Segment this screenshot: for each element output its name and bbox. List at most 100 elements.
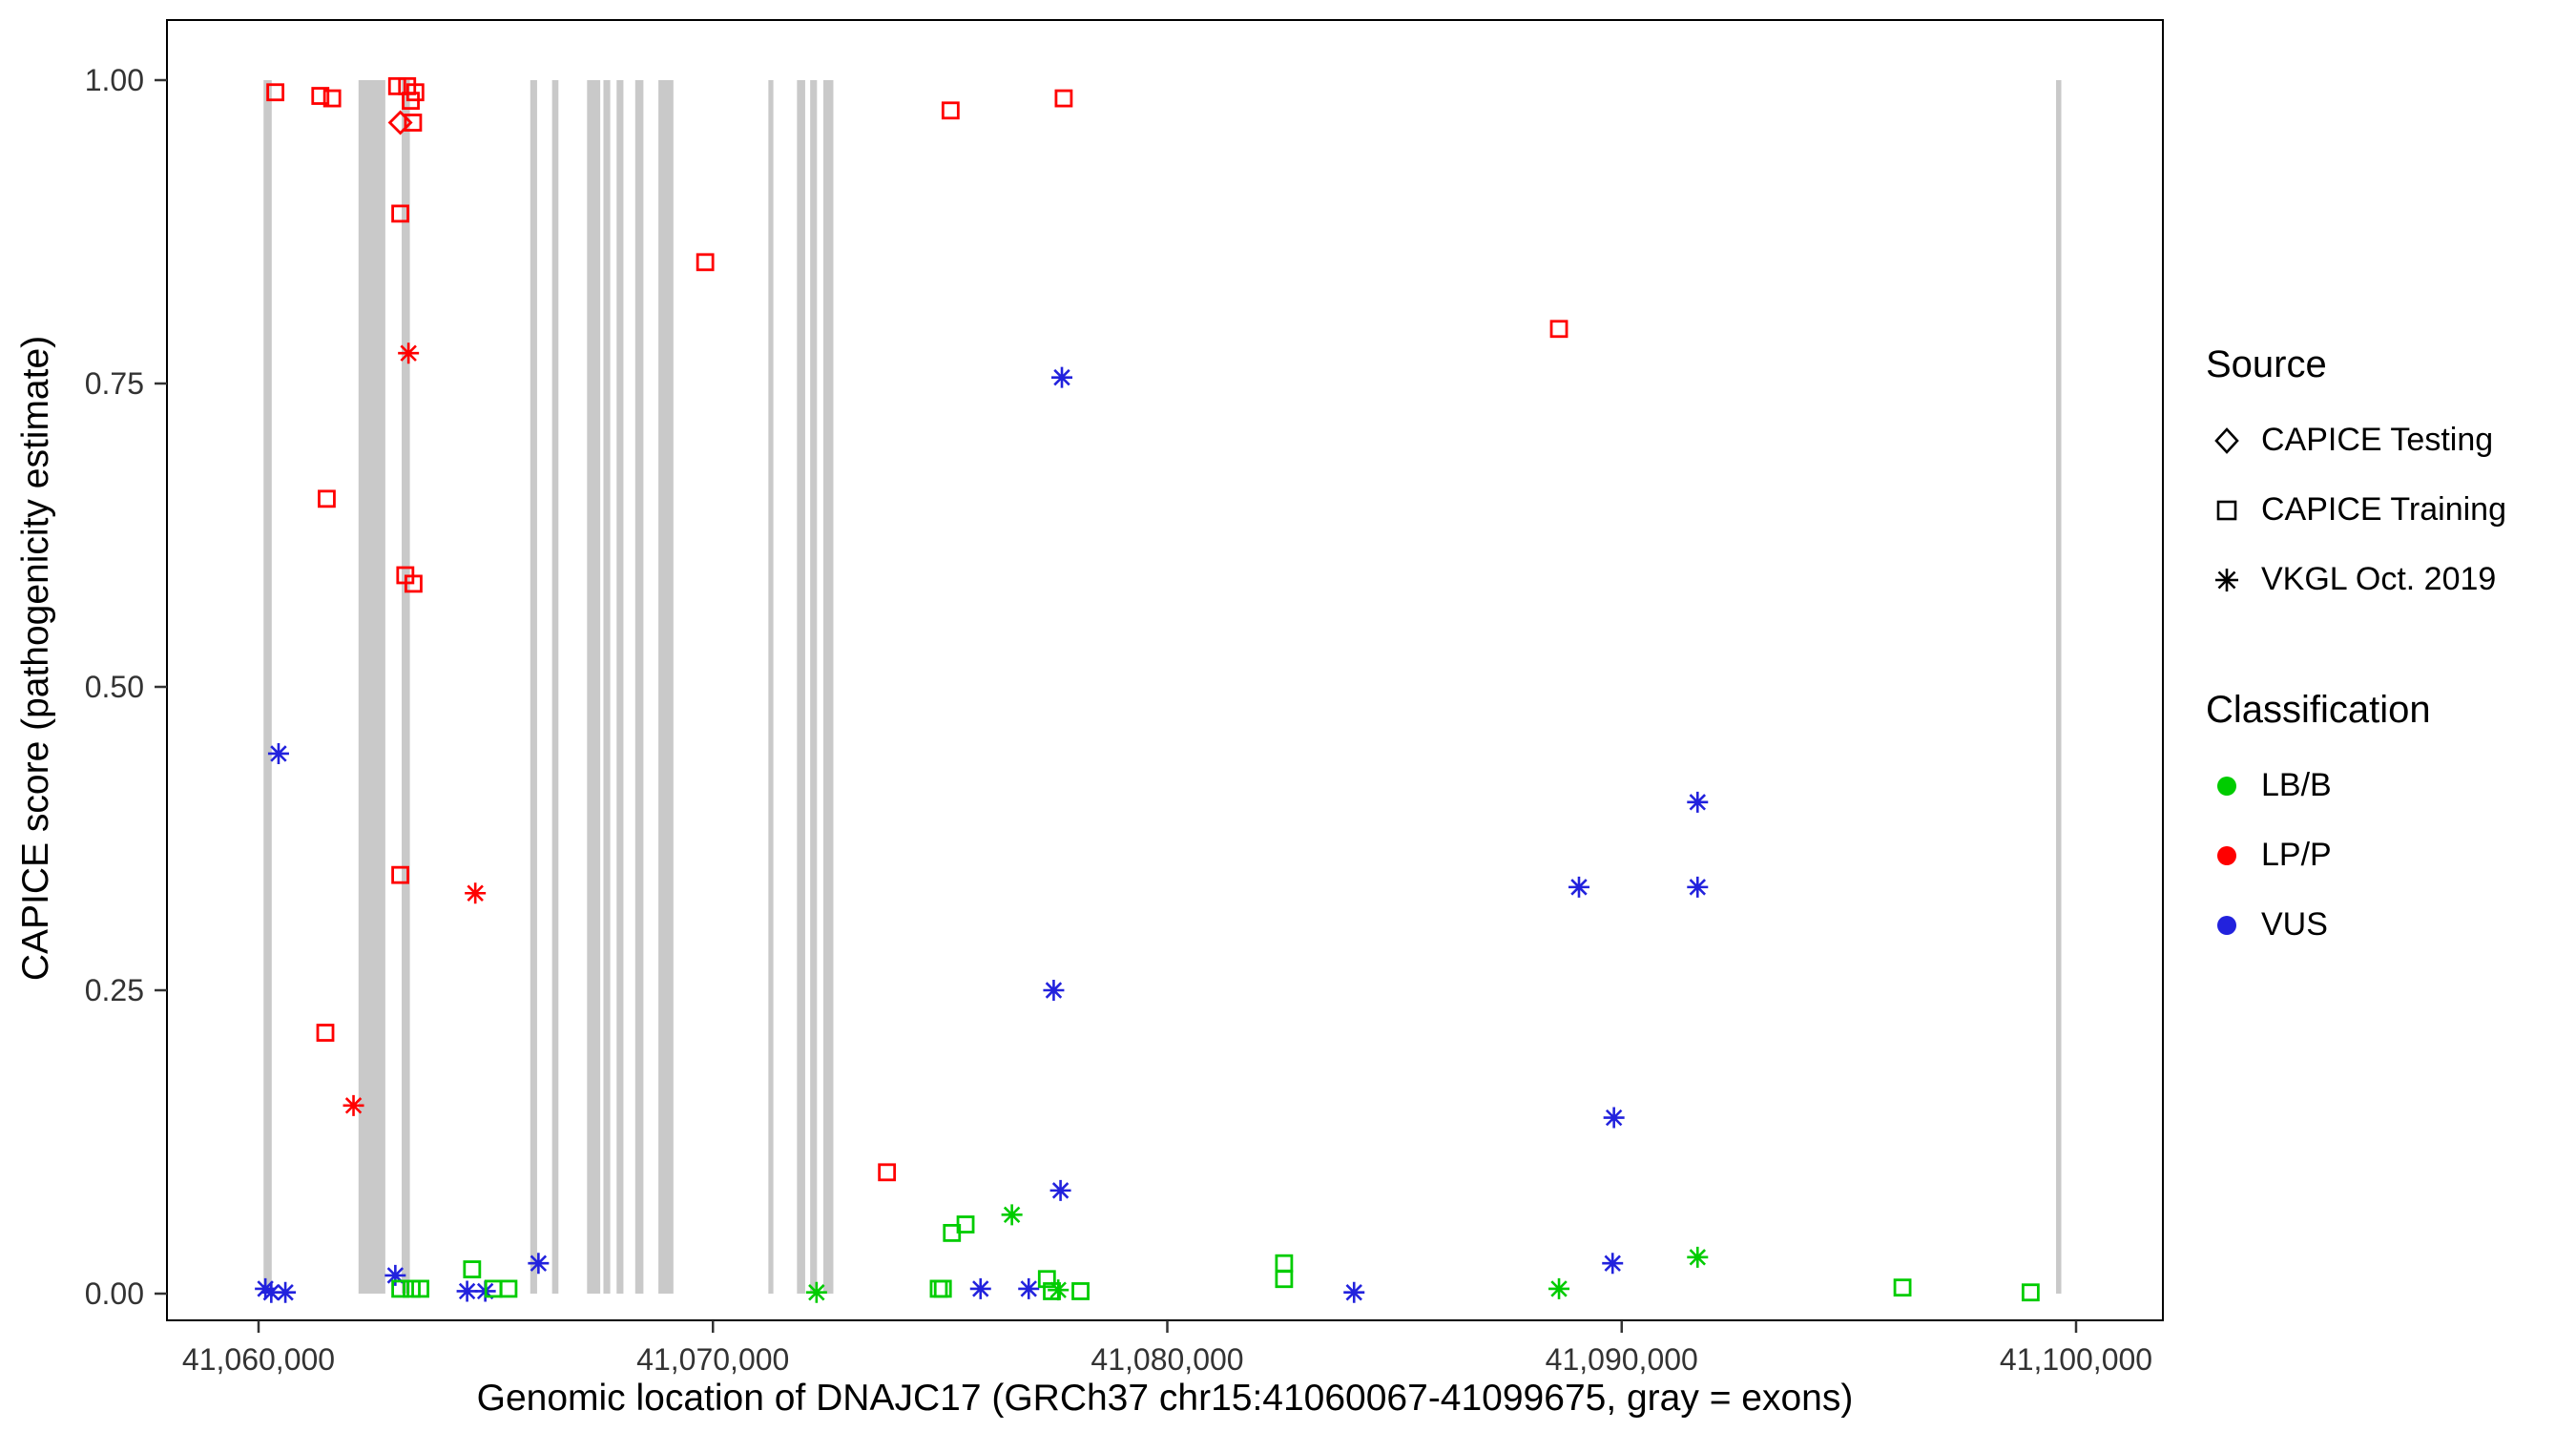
x-tick-label: 41,080,000	[1091, 1342, 1243, 1377]
data-point-asterisk	[384, 1264, 406, 1286]
data-point-asterisk	[1343, 1281, 1365, 1303]
data-point-square	[1549, 320, 1568, 339]
data-point-square	[318, 489, 336, 508]
exon-bar	[768, 80, 774, 1294]
legend-item-label: VUS	[2261, 906, 2328, 943]
y-tick-label: 0.50	[85, 670, 144, 704]
y-tick-label: 0.75	[85, 366, 144, 401]
exon-bar	[616, 80, 624, 1294]
legend-item-label: LP/P	[2261, 837, 2332, 873]
legend-group-source: Source CAPICE Testing CAPICE Training VK…	[2206, 343, 2506, 614]
data-point-asterisk	[1051, 366, 1073, 388]
exon-bar	[797, 80, 805, 1294]
data-point-asterisk	[267, 742, 289, 764]
data-point-square	[391, 204, 409, 223]
data-point-square	[322, 89, 342, 108]
data-point-asterisk	[260, 1281, 282, 1303]
diamond-icon	[2214, 426, 2239, 454]
x-axis-title: Genomic location of DNAJC17 (GRCh37 chr1…	[476, 1378, 1854, 1419]
exon-bar	[603, 80, 611, 1294]
data-point-square	[1893, 1278, 1912, 1297]
data-point-square	[311, 87, 330, 105]
red-dot-icon	[2217, 845, 2236, 865]
data-point-square	[1275, 1270, 1294, 1289]
data-point-square	[391, 1279, 409, 1298]
data-point-asterisk	[1603, 1107, 1625, 1129]
exon-bar	[530, 80, 537, 1294]
data-point-square	[405, 574, 423, 593]
x-tick-label: 41,100,000	[2000, 1342, 2152, 1377]
legend-item-vus: VUS	[2206, 890, 2506, 960]
data-point-square	[878, 1163, 897, 1182]
exon-bar	[587, 80, 601, 1294]
data-point-square	[391, 865, 409, 884]
data-point-asterisk	[1687, 791, 1709, 813]
data-point-square	[2021, 1283, 2040, 1302]
blue-dot-icon	[2217, 915, 2236, 935]
exon-bar	[658, 80, 674, 1294]
data-point-asterisk	[1568, 876, 1589, 898]
data-point-square	[404, 114, 423, 132]
data-point-asterisk	[1048, 1279, 1070, 1301]
y-tick-label: 0.25	[85, 973, 144, 1007]
legend-item-lbb: LB/B	[2206, 751, 2506, 820]
panel-border	[166, 19, 2164, 1321]
asterisk-icon	[2215, 568, 2238, 591]
data-point-asterisk	[275, 1281, 297, 1303]
exon-bar	[634, 80, 644, 1294]
legend-item-lpp: LP/P	[2206, 820, 2506, 890]
data-point-square	[933, 1279, 952, 1298]
legend-item-vkgl: VKGL Oct. 2019	[2206, 545, 2506, 614]
legend-source-title: Source	[2206, 343, 2327, 385]
legend-item-label: VKGL Oct. 2019	[2261, 561, 2497, 597]
data-point-asterisk	[1687, 876, 1709, 898]
exon-bar	[263, 80, 272, 1294]
y-axis-title: CAPICE score (pathogenicity estimate)	[15, 335, 56, 982]
data-point-asterisk	[1548, 1277, 1570, 1299]
legend-item-capice-testing: CAPICE Testing	[2206, 405, 2506, 475]
data-point-asterisk	[1018, 1277, 1040, 1299]
data-point-asterisk	[1687, 1246, 1709, 1268]
data-point-asterisk	[528, 1253, 550, 1275]
legend-group-classification: Classification LB/B LP/P VUS	[2206, 689, 2506, 960]
data-point-asterisk	[465, 882, 487, 904]
y-tick-label: 0.00	[85, 1276, 144, 1311]
data-point-square	[316, 1024, 335, 1042]
legend-item-label: CAPICE Testing	[2261, 422, 2494, 458]
data-point-square	[696, 253, 715, 272]
data-point-square	[499, 1279, 518, 1298]
legend-item-capice-training: CAPICE Training	[2206, 475, 2506, 545]
data-point-square	[941, 101, 960, 120]
y-tick-label: 1.00	[85, 63, 144, 97]
exon-bar	[551, 80, 559, 1294]
data-point-square	[387, 76, 406, 95]
data-point-square	[411, 1279, 429, 1298]
x-tick-label: 41,070,000	[636, 1342, 789, 1377]
data-point-square	[463, 1260, 482, 1278]
data-point-square	[402, 92, 420, 111]
legend-item-label: CAPICE Training	[2261, 491, 2506, 528]
data-point-square	[956, 1215, 975, 1234]
legend: Source CAPICE Testing CAPICE Training VK…	[2206, 343, 2506, 960]
data-point-asterisk	[1043, 980, 1065, 1001]
data-point-asterisk	[1001, 1204, 1023, 1226]
data-point-asterisk	[255, 1277, 277, 1299]
x-tick-label: 41,090,000	[1546, 1342, 1698, 1377]
data-point-diamond	[387, 110, 413, 135]
exon-bar	[402, 80, 410, 1294]
legend-classification-title: Classification	[2206, 689, 2431, 731]
data-point-square	[266, 83, 285, 102]
exon-bar	[810, 80, 818, 1294]
data-point-asterisk	[456, 1280, 478, 1302]
panel-background	[167, 20, 2163, 1320]
green-dot-icon	[2217, 776, 2236, 796]
data-point-asterisk	[969, 1277, 991, 1299]
data-point-asterisk	[1602, 1253, 1624, 1275]
data-point-square	[1037, 1270, 1056, 1289]
data-point-asterisk	[398, 342, 420, 364]
exon-bar	[822, 80, 834, 1294]
data-point-square	[1054, 89, 1073, 108]
square-icon	[2216, 500, 2237, 520]
